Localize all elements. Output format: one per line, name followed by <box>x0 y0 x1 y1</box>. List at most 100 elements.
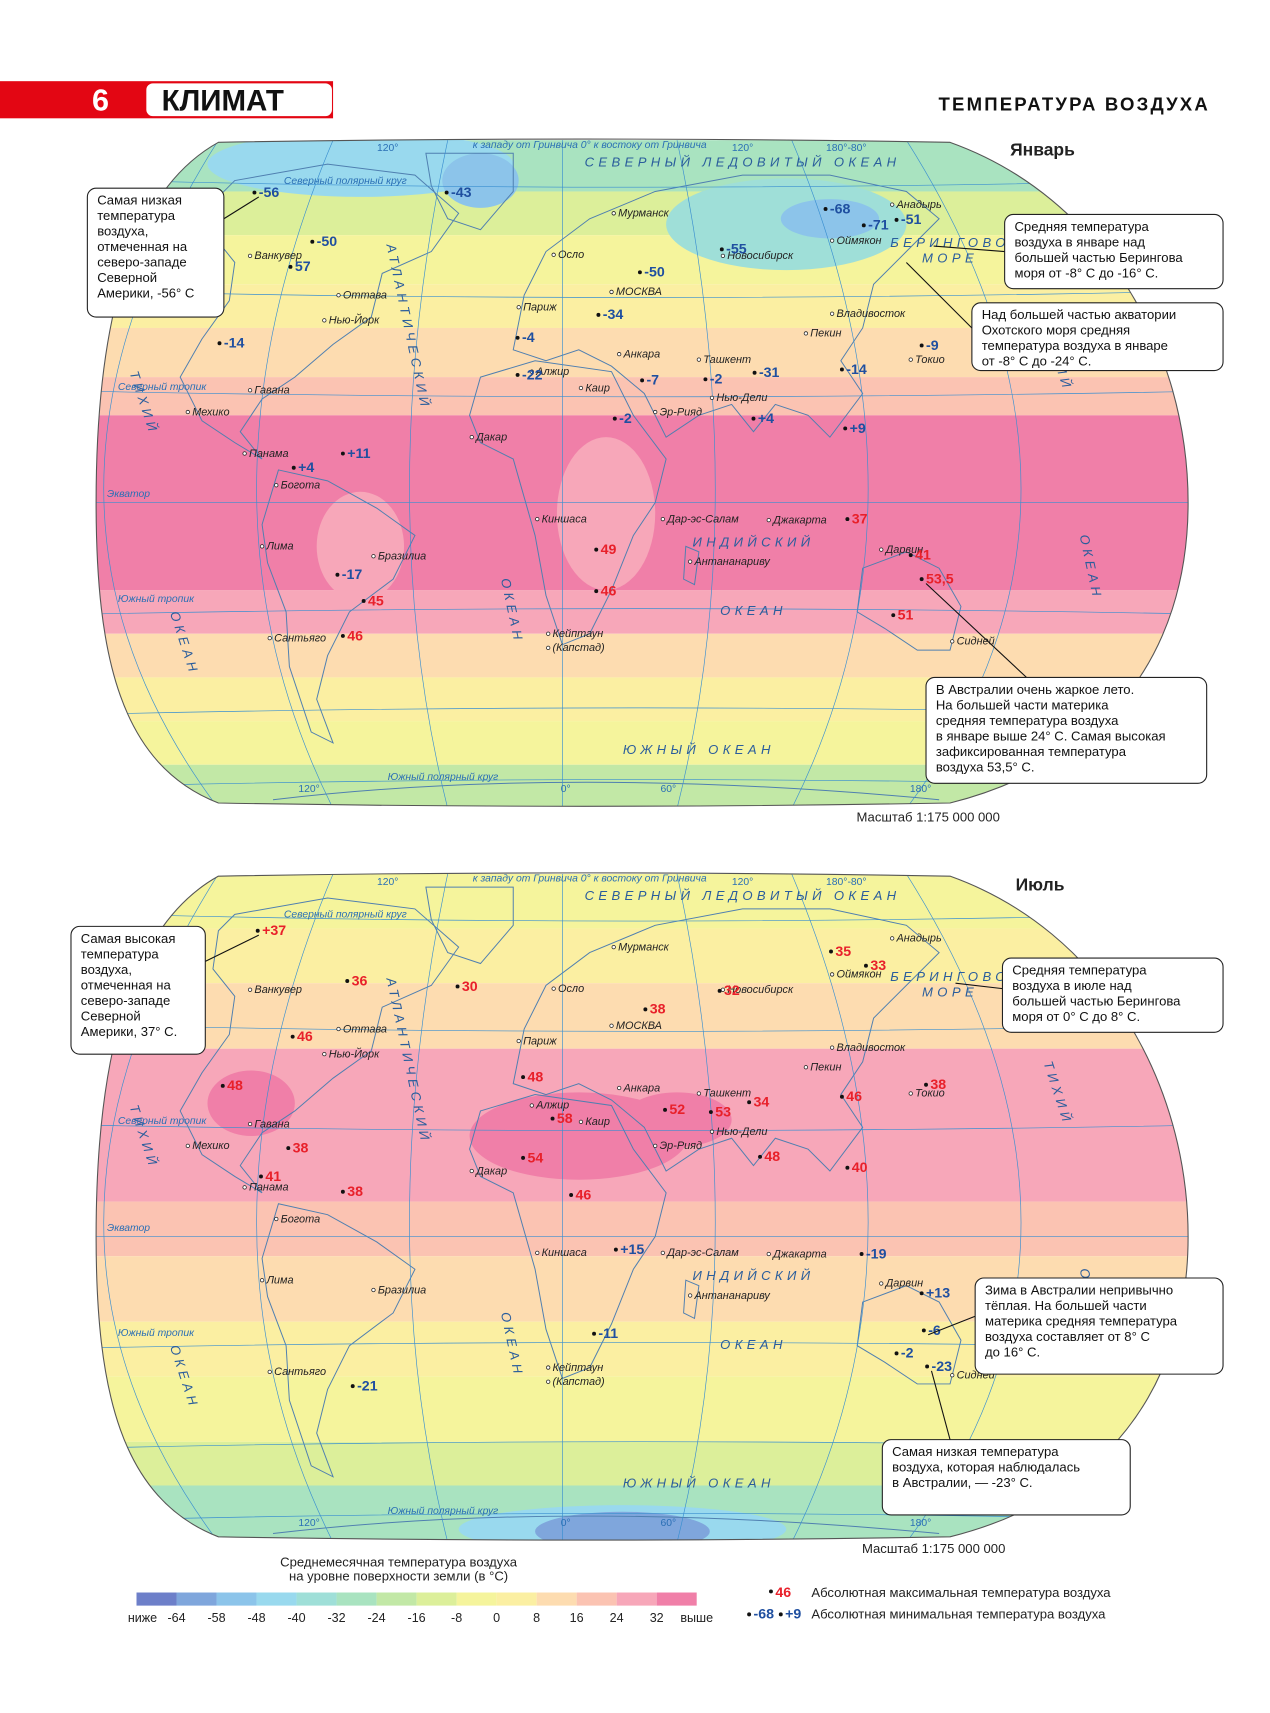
min-temperature: -14 <box>224 336 245 352</box>
city-label: Оттава <box>343 289 387 301</box>
line-label: к западу от Гринвича 0° к востоку от Гри… <box>473 874 707 885</box>
city-dot <box>803 1065 809 1070</box>
coastline <box>469 1094 667 1380</box>
max-temperature: 37 <box>852 511 868 527</box>
min-temperature: -68 <box>830 201 851 217</box>
city-dot <box>242 451 247 456</box>
min-temperature: -50 <box>644 265 665 281</box>
min-temperature: -71 <box>868 218 889 234</box>
coastline <box>179 163 460 460</box>
degree-label: 180° <box>910 1518 931 1529</box>
temp-dot <box>596 312 601 317</box>
legend-min-text: Абсолютная минимальная температура возду… <box>811 1607 1106 1622</box>
city-dot <box>611 211 616 216</box>
city-label: Лима <box>265 1274 293 1286</box>
city-dot <box>766 1251 771 1257</box>
legend-title: Среднемесячная температура воздуха <box>280 1554 518 1569</box>
temp-dot <box>613 1247 618 1252</box>
city-dot <box>720 253 726 259</box>
city-label: Лима <box>265 541 293 553</box>
city-dot <box>516 1038 521 1044</box>
callout-text: моря от 0° С до 8° С. <box>1012 1009 1140 1024</box>
city-dot <box>696 1091 702 1096</box>
min-temperature: +13 <box>926 1286 950 1302</box>
temp-dot <box>891 613 896 618</box>
legend-label: 24 <box>610 1611 624 1625</box>
callout-text: Самая низкая <box>97 193 182 208</box>
city-dot <box>259 1278 265 1283</box>
callout-leader <box>955 982 1003 990</box>
temp-dot <box>894 1351 899 1356</box>
legend-swatch <box>296 1592 337 1606</box>
temp-dot <box>515 372 520 377</box>
city-dot <box>879 547 884 552</box>
line-label: Южный тропик <box>118 1328 195 1339</box>
callout-text: воздуха, которая наблюдалась <box>892 1460 1080 1475</box>
min-temperature: -2 <box>710 372 723 388</box>
city-label: МОСКВА <box>616 286 662 298</box>
degree-label: 120° <box>377 143 398 154</box>
temperature-zone <box>207 1070 295 1137</box>
temp-dot <box>859 1252 864 1256</box>
city-label: Анадырь <box>896 199 942 211</box>
city-dot <box>371 554 376 559</box>
city-label: Ташкент <box>703 354 751 366</box>
city-label: Гавана <box>254 1118 289 1130</box>
coastline <box>272 781 940 801</box>
coastline <box>272 1515 940 1535</box>
city-label: МОСКВА <box>616 1020 662 1032</box>
coastline <box>261 469 416 744</box>
callout-box <box>1004 213 1224 290</box>
legend-label: выше <box>680 1611 713 1625</box>
ocean-label: БЕРИНГОВО <box>890 235 1010 250</box>
max-temperature: 48 <box>764 1149 780 1165</box>
city-dot <box>529 369 534 374</box>
city-label: Кейптаун <box>553 1362 604 1374</box>
degree-label: 60° <box>660 1518 676 1529</box>
temp-dot <box>592 1331 597 1336</box>
city-dot <box>660 516 665 522</box>
max-temperature: 38 <box>930 1077 946 1093</box>
city-label: Антананариву <box>694 556 771 568</box>
parallel <box>96 390 1189 398</box>
city-dot <box>688 1293 693 1298</box>
ocean-label: БЕРИНГОВО <box>890 969 1010 984</box>
callout-text: воздуха, <box>81 962 132 977</box>
city-label: Ванкувер <box>254 984 302 996</box>
city-dot <box>322 318 327 323</box>
map-scale: Масштаб 1:175 000 000 <box>856 810 999 825</box>
city-dot <box>611 945 616 950</box>
city-dot <box>709 395 715 400</box>
callout-text: до 16° С. <box>985 1344 1040 1359</box>
city-label: Новосибирск <box>727 984 794 996</box>
min-temperature: -22 <box>522 367 543 383</box>
max-temperature: 40 <box>852 1160 868 1176</box>
temp-dot <box>751 416 756 421</box>
legend-label: -8 <box>451 1611 462 1625</box>
chapter-title: КЛИМАТ <box>162 85 284 118</box>
temp-dot <box>863 963 868 968</box>
temperature-zone <box>535 1511 710 1541</box>
degree-label: 120° <box>732 877 753 888</box>
legend-title: на уровне поверхности земли (в °С) <box>289 1568 508 1583</box>
callout-text: Средняя температура <box>1012 962 1147 977</box>
city-dot <box>535 516 540 522</box>
temp-dot <box>637 270 642 275</box>
temp-dot <box>521 1075 526 1080</box>
temp-dot <box>823 206 828 211</box>
city-label: Нью-Дели <box>716 1126 767 1138</box>
city-label: Анкара <box>623 1082 661 1094</box>
city-label: Нью-Йорк <box>329 1047 380 1060</box>
legend-swatch <box>576 1592 617 1606</box>
city-dot <box>617 1085 622 1091</box>
ocean-label: СЕВЕРНЫЙ ЛЕДОВИТЫЙ ОКЕАН <box>585 887 901 903</box>
min-temperature: -51 <box>901 212 922 228</box>
temp-dot <box>350 1384 355 1389</box>
max-temperature: 49 <box>601 542 617 558</box>
temp-dot <box>217 341 222 346</box>
legend-min-sample: -68 <box>753 1607 774 1623</box>
temp-dot <box>758 1154 762 1159</box>
legend-swatch <box>456 1592 497 1606</box>
legend-label: -48 <box>247 1611 265 1625</box>
